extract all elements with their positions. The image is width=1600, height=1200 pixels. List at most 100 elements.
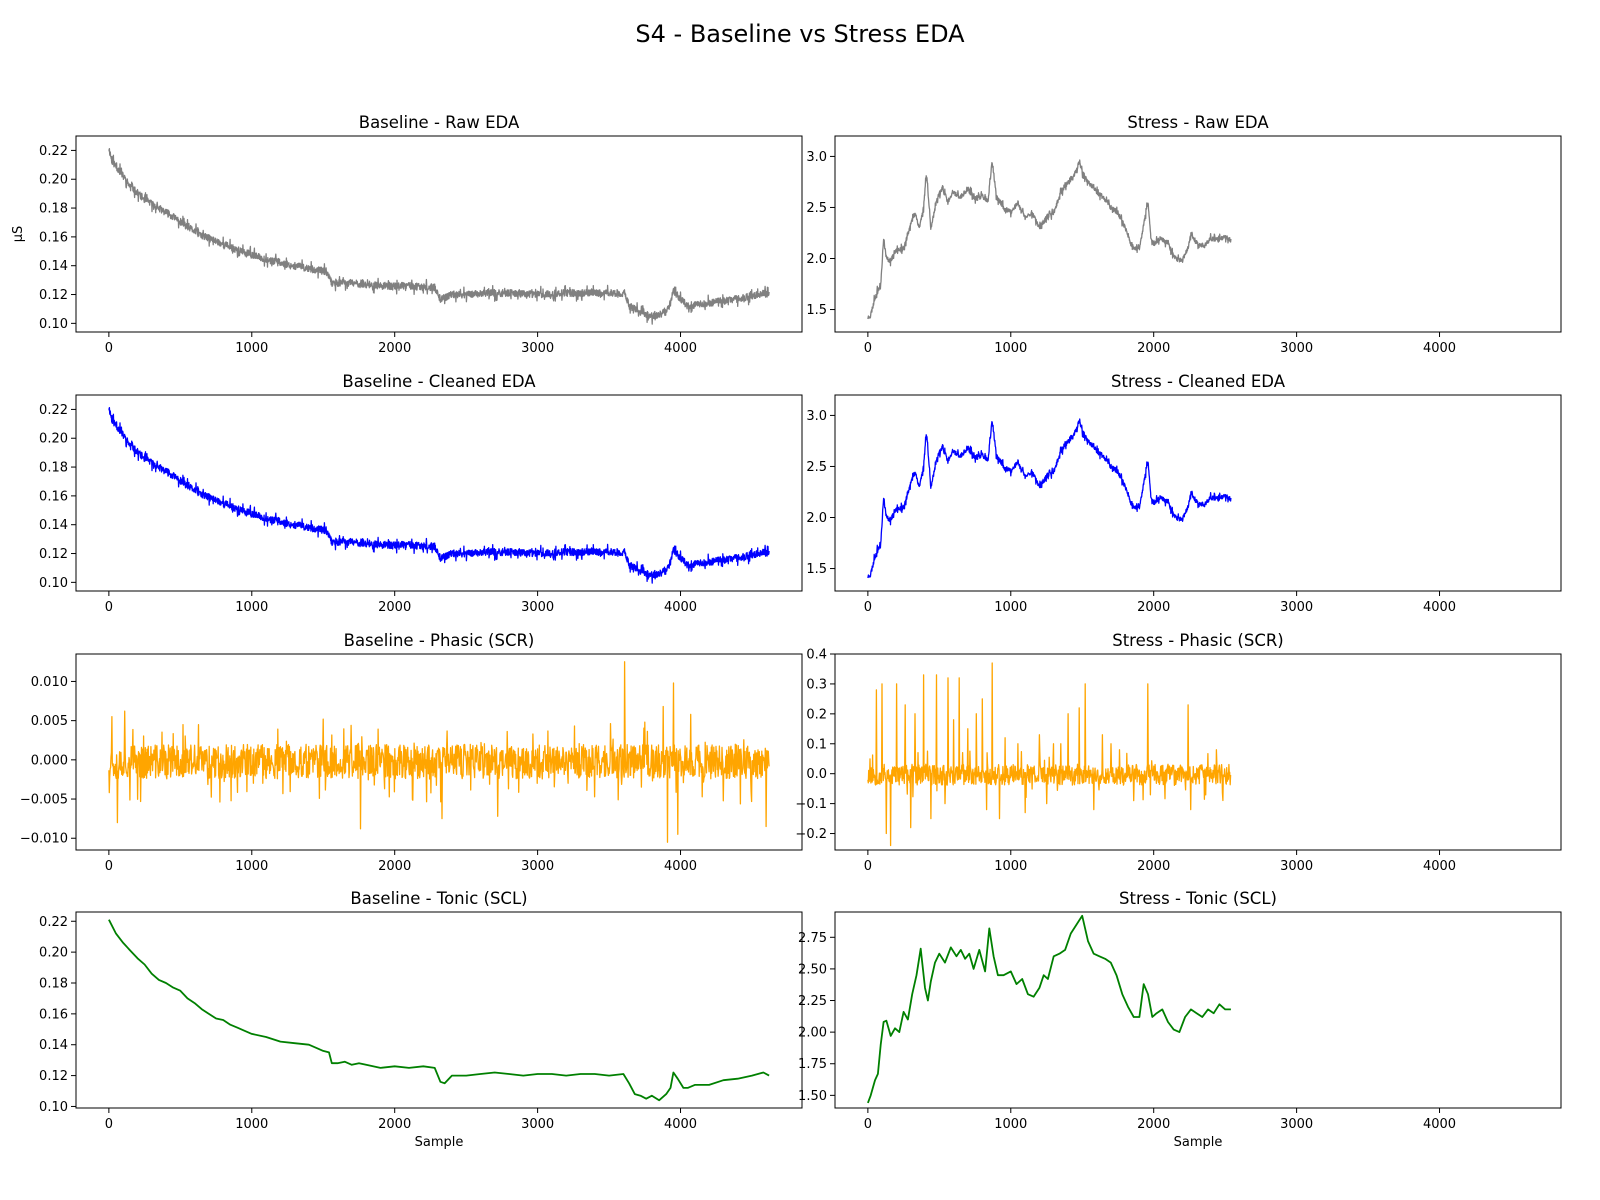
y-tick-label: 0.20 bbox=[39, 946, 68, 961]
x-tick-label: 2000 bbox=[378, 859, 411, 874]
subplot-title: Stress - Phasic (SCR) bbox=[1112, 631, 1284, 650]
x-tick-label: 3000 bbox=[1280, 600, 1313, 615]
x-tick-label: 3000 bbox=[521, 1117, 554, 1132]
x-tick-label: 4000 bbox=[664, 859, 697, 874]
y-tick-label: 1.50 bbox=[798, 1089, 827, 1104]
y-tick-label: 3.0 bbox=[806, 409, 827, 424]
x-tick-label: 1000 bbox=[994, 600, 1027, 615]
series-line-baseline-phasic bbox=[108, 661, 770, 843]
subplot-baseline-raw: 0 1000 2000 3000 4000 0.10 0.12 0.14 0.16 0.18 0.2… bbox=[11, 113, 803, 356]
y-tick-label: 2.5 bbox=[806, 460, 827, 475]
y-tick-label: 0.10 bbox=[39, 576, 68, 591]
y-tick-label: 0.12 bbox=[39, 288, 68, 303]
y-axis-label: μS bbox=[11, 226, 26, 243]
y-tick-label: 2.50 bbox=[798, 962, 827, 977]
y-tick-label: 0.2 bbox=[806, 707, 827, 722]
y-tick-label: 0.010 bbox=[31, 675, 68, 690]
y-tick-label: −0.010 bbox=[20, 832, 68, 847]
y-tick-label: −0.005 bbox=[20, 793, 68, 808]
y-tick-label: 1.5 bbox=[806, 562, 827, 577]
x-tick-label: 2000 bbox=[1137, 600, 1170, 615]
subplot-baseline-cleaned: 0 1000 2000 3000 4000 0.10 0.12 0.14 0.16 0.18 0.2… bbox=[39, 372, 803, 615]
x-tick-label: 3000 bbox=[1280, 1117, 1313, 1132]
y-tick-label: 0.22 bbox=[39, 915, 68, 930]
y-tick-label: 0.20 bbox=[39, 173, 68, 188]
y-tick-label: 1.75 bbox=[798, 1057, 827, 1072]
subplot-baseline-tonic: 0 1000 2000 3000 4000 0.10 0.12 0.14 0.16 0.18 0.2… bbox=[39, 889, 803, 1150]
y-tick-label: 2.25 bbox=[798, 994, 827, 1009]
x-tick-label: 2000 bbox=[378, 600, 411, 615]
y-tick-label: 0.000 bbox=[31, 753, 68, 768]
x-tick-label: 2000 bbox=[378, 1117, 411, 1132]
subplot-grid: 0 1000 2000 3000 40000.100.120.140.160.180.2… bbox=[11, 113, 1562, 1150]
y-tick-label: 2.0 bbox=[806, 511, 827, 526]
y-tick-label: 0.10 bbox=[39, 317, 68, 332]
x-tick-label: 4000 bbox=[1423, 600, 1456, 615]
y-tick-label: 0.18 bbox=[39, 202, 68, 217]
axes-frame bbox=[834, 911, 1562, 1109]
x-tick-label: 1000 bbox=[235, 341, 268, 356]
subplot-stress-cleaned: 0 1000 2000 3000 4000 1.5 2.0 2.5 3.0 Stress - Cl… bbox=[806, 372, 1562, 615]
x-axis-label: Sample bbox=[1174, 1135, 1223, 1150]
y-tick-label: 0.22 bbox=[39, 403, 68, 418]
x-tick-label: 0 bbox=[864, 600, 872, 615]
y-tick-label: 0.10 bbox=[39, 1100, 68, 1115]
y-tick-label: 0.18 bbox=[39, 461, 68, 476]
y-tick-label: −0.2 bbox=[795, 827, 827, 842]
axes-frame bbox=[75, 911, 803, 1109]
y-tick-label: 3.0 bbox=[806, 150, 827, 165]
subplot-title: Baseline - Cleaned EDA bbox=[342, 372, 536, 391]
y-tick-label: 2.0 bbox=[806, 252, 827, 267]
x-tick-label: 0 bbox=[864, 1117, 872, 1132]
y-tick-label: 0.22 bbox=[39, 144, 68, 159]
subplot-stress-tonic: 0 1000 2000 3000 4000 1.50 1.75 2.00 2.25 2.50 2.7… bbox=[798, 889, 1562, 1150]
x-tick-label: 1000 bbox=[235, 1117, 268, 1132]
y-tick-label: 0.16 bbox=[39, 489, 68, 504]
series-line-baseline-raw bbox=[108, 147, 770, 325]
x-tick-label: 3000 bbox=[1280, 341, 1313, 356]
series-line-stress-raw bbox=[867, 159, 1232, 320]
x-tick-label: 4000 bbox=[1423, 859, 1456, 874]
y-tick-label: 0.12 bbox=[39, 547, 68, 562]
y-tick-label: 2.00 bbox=[798, 1026, 827, 1041]
axes-frame bbox=[834, 135, 1562, 333]
x-tick-label: 3000 bbox=[521, 859, 554, 874]
x-tick-label: 1000 bbox=[994, 859, 1027, 874]
subplot-stress-phasic: 0 1000 2000 3000 4000 −0.2 −0.1 0.0 0.1 0.2 0.3 0.4… bbox=[795, 631, 1562, 874]
y-tick-label: 2.5 bbox=[806, 201, 827, 216]
x-tick-label: 2000 bbox=[1137, 1117, 1170, 1132]
y-tick-label: 0.0 bbox=[806, 767, 827, 782]
x-tick-label: 0 bbox=[105, 859, 113, 874]
x-tick-label: 0 bbox=[105, 600, 113, 615]
axes-frame bbox=[75, 653, 803, 851]
y-tick-label: 2.75 bbox=[798, 931, 827, 946]
series-line-stress-cleaned bbox=[867, 418, 1232, 579]
subplot-title: Baseline - Raw EDA bbox=[359, 113, 520, 132]
x-tick-label: 0 bbox=[864, 341, 872, 356]
y-tick-label: 0.3 bbox=[806, 677, 827, 692]
x-tick-label: 2000 bbox=[378, 341, 411, 356]
axes-frame bbox=[834, 653, 1562, 851]
axes-frame bbox=[75, 135, 803, 333]
x-tick-label: 4000 bbox=[1423, 341, 1456, 356]
subplot-title: Baseline - Tonic (SCL) bbox=[350, 889, 527, 908]
x-tick-label: 2000 bbox=[1137, 341, 1170, 356]
x-tick-label: 4000 bbox=[1423, 1117, 1456, 1132]
y-tick-label: 0.14 bbox=[39, 1038, 68, 1053]
x-tick-label: 0 bbox=[105, 341, 113, 356]
y-tick-label: 0.1 bbox=[806, 737, 827, 752]
figure-title: S4 - Baseline vs Stress EDA bbox=[635, 20, 965, 48]
axes-frame bbox=[834, 394, 1562, 592]
axes-frame bbox=[75, 394, 803, 592]
x-tick-label: 1000 bbox=[994, 1117, 1027, 1132]
x-tick-label: 0 bbox=[864, 859, 872, 874]
y-tick-label: 0.16 bbox=[39, 230, 68, 245]
x-tick-label: 3000 bbox=[521, 600, 554, 615]
x-tick-label: 1000 bbox=[235, 600, 268, 615]
subplot-title: Stress - Tonic (SCL) bbox=[1119, 889, 1277, 908]
y-tick-label: 0.14 bbox=[39, 259, 68, 274]
x-tick-label: 2000 bbox=[1137, 859, 1170, 874]
y-tick-label: 0.18 bbox=[39, 976, 68, 991]
